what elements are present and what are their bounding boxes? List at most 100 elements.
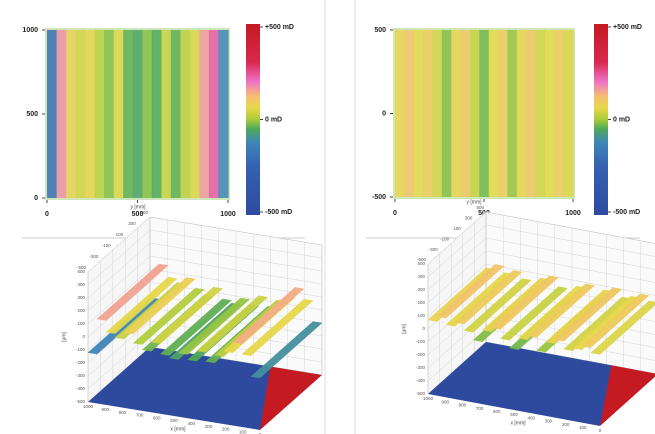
x-tick-label: 0 [393,210,397,217]
map-stripe [451,30,461,197]
colorbar-label: 0 mD [265,116,282,123]
map-stripe [161,30,171,198]
z-tick-label: -100 [416,339,426,344]
y-axis-label: y [mm] [467,199,483,205]
y-tick-label: 0 [34,195,38,202]
x-tick-label: 1000 [423,396,434,401]
map-stripe [66,30,76,198]
map-stripe [536,30,546,197]
y-tick-label: 1000 [22,27,38,34]
y-tick-label: -300 [89,254,99,259]
map-stripe [489,30,499,197]
x-tick-label: 500 [510,412,518,417]
x-tick-label: 1000 [220,211,236,218]
colorbar [246,24,260,215]
map-stripe [133,30,143,198]
map-stripe [545,30,555,197]
x-tick-label: 100 [579,425,587,430]
map-stripe [498,30,508,197]
x-tick-label: 600 [493,409,501,414]
y-axis-label: y [mm] [131,204,147,210]
z-tick-label: -200 [76,360,86,365]
map-stripe [423,30,433,197]
x-tick-label: 400 [187,421,195,426]
x-tick-label: 1000 [83,404,94,409]
x-tick-label: 300 [545,419,553,424]
colorbar-label: -500 mD [613,209,640,216]
map-stripe [95,30,105,198]
y-tick-label: -500 [77,265,87,270]
z-tick-label: -300 [416,365,426,370]
z-tick-label: 100 [77,321,85,326]
map-stripe [517,30,527,197]
x-tick-label: 900 [441,399,449,404]
y-tick-label: 100 [453,226,461,231]
map-stripe [554,30,564,197]
x-tick-label: 800 [459,403,467,408]
z-tick-label: -400 [76,386,86,391]
x-tick-label: 1000 [565,210,581,217]
z-tick-label: 200 [77,308,85,313]
x-tick-label: 200 [222,427,230,432]
z-tick-label: -400 [416,378,426,383]
map-stripe [395,30,405,197]
colorbar-label: +500 mD [613,24,642,31]
y-tick-label: 500 [476,205,484,210]
map-stripe [190,30,200,198]
x-tick-label: 200 [562,422,570,427]
x-tick-label: 800 [119,410,127,415]
z-axis-label: [µm] [401,323,407,333]
x-tick-label: 400 [527,415,535,420]
map-stripe [526,30,536,197]
colorbar-label: +500 mD [265,24,294,31]
map-stripe [209,30,219,198]
y-tick-label: 300 [128,221,136,226]
y-tick-label: 500 [374,27,386,34]
x-tick-label: 600 [153,415,161,420]
map-stripe [85,30,95,198]
z-tick-label: -300 [76,373,86,378]
y-tick-label: 500 [140,210,148,215]
map-stripe [470,30,480,197]
map-stripe [461,30,471,197]
map-stripe [564,30,574,197]
y-tick-label: -500 [417,257,427,262]
colorbar-label: 0 mD [613,116,630,123]
x-tick-label: 700 [476,406,484,411]
map-stripe [171,30,181,198]
map-stripe [199,30,209,198]
z-tick-label: 300 [417,287,425,292]
map-stripe [104,30,114,198]
map-stripe [180,30,190,198]
map-stripe [414,30,424,197]
map-stripe [479,30,489,197]
y-tick-label: 300 [465,216,473,221]
map-stripe [432,30,442,197]
x-axis-label: x [mm] [171,426,187,432]
y-tick-label: -100 [102,243,112,248]
x-tick-label: 100 [239,429,247,434]
colorbar [594,24,608,215]
z-axis-label: [µm] [61,331,67,341]
z-tick-label: 300 [77,295,85,300]
map-stripe [404,30,414,197]
map-stripe [123,30,133,198]
map-stripe [142,30,152,198]
z-tick-label: 400 [77,282,85,287]
colorbar-label: -500 mD [265,209,292,216]
z-tick-label: -200 [416,352,426,357]
z-tick-label: 100 [417,313,425,318]
z-tick-label: -100 [76,347,86,352]
map-stripe [152,30,162,198]
y-tick-label: -100 [440,236,450,241]
z-tick-label: 400 [417,274,425,279]
y-tick-label: -300 [429,247,439,252]
x-tick-label: 700 [136,413,144,418]
x-tick-label: 900 [101,407,109,412]
map-stripe [442,30,452,197]
map-stripe [47,30,57,198]
x-tick-label: 0 [45,211,49,218]
y-tick-label: 500 [26,111,38,118]
x-axis-label: x [mm] [511,420,527,426]
